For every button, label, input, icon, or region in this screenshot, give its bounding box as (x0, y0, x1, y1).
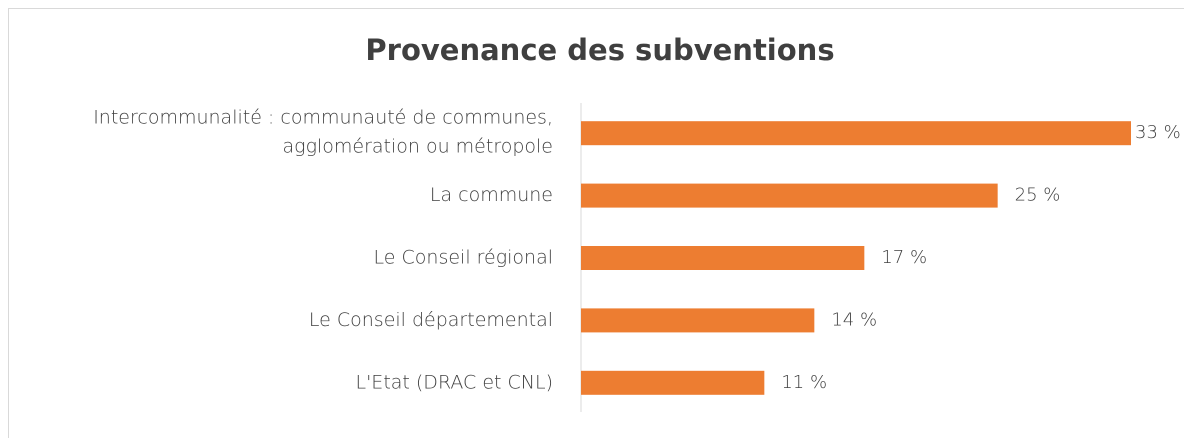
bar (581, 183, 998, 208)
bar (581, 246, 865, 270)
category-label: Intercommunalité : communauté de commune… (93, 107, 553, 129)
bar (581, 121, 1131, 146)
value-label: 25 % (1015, 185, 1061, 206)
bar (581, 370, 765, 395)
chart-border (8, 8, 1184, 438)
category-label: Le Conseil régional (374, 247, 553, 269)
chart-title: Provenance des subventions (365, 33, 834, 67)
category-label: agglomération ou métropole (283, 136, 553, 158)
value-label: 33 % (1135, 122, 1181, 143)
bar (581, 308, 815, 333)
category-label: Le Conseil départemental (309, 309, 553, 331)
value-label: 17 % (881, 247, 927, 268)
category-label: L'Etat (DRAC et CNL) (356, 371, 554, 393)
category-label: La commune (430, 184, 553, 206)
value-label: 14 % (831, 309, 877, 330)
value-label: 11 % (781, 372, 827, 393)
